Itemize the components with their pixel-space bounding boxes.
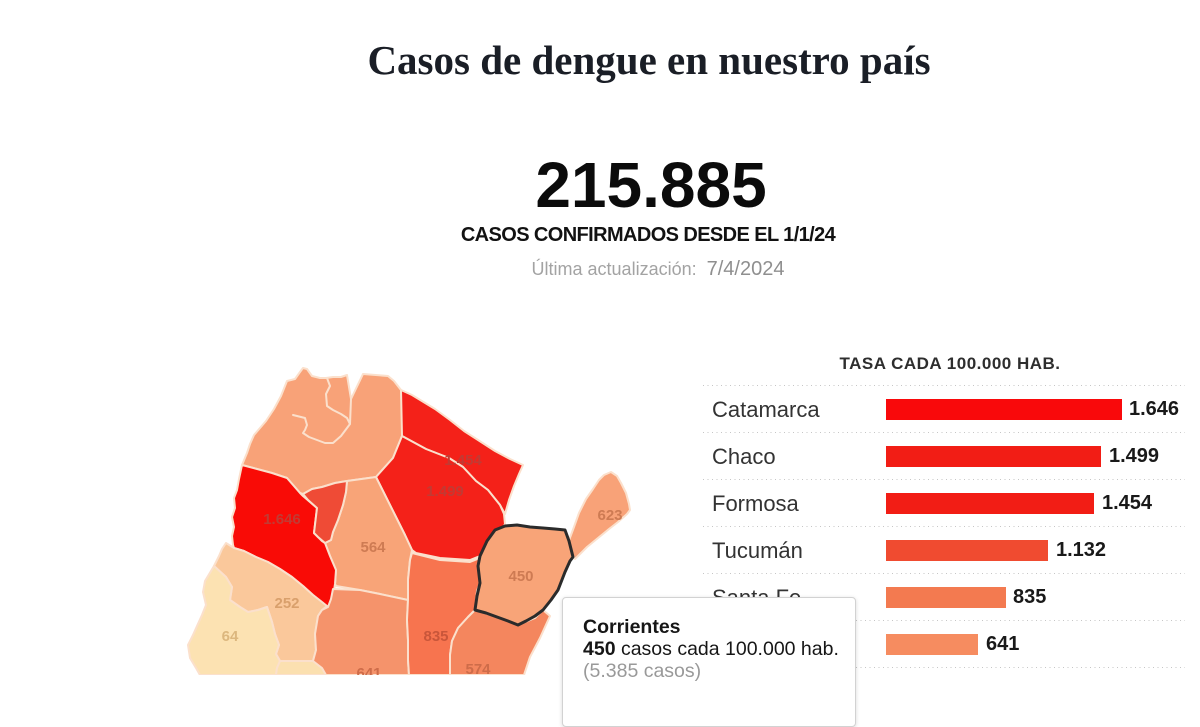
- svg-text:564: 564: [360, 539, 386, 556]
- svg-text:450: 450: [508, 568, 533, 585]
- svg-text:641: 641: [356, 665, 381, 675]
- svg-text:835: 835: [423, 628, 448, 645]
- svg-text:64: 64: [222, 628, 239, 645]
- svg-text:252: 252: [274, 595, 299, 612]
- svg-text:1.499: 1.499: [426, 483, 464, 500]
- svg-text:1.454: 1.454: [444, 452, 482, 469]
- svg-text:1.646: 1.646: [263, 511, 301, 528]
- svg-text:574: 574: [465, 661, 491, 675]
- svg-text:623: 623: [597, 507, 622, 524]
